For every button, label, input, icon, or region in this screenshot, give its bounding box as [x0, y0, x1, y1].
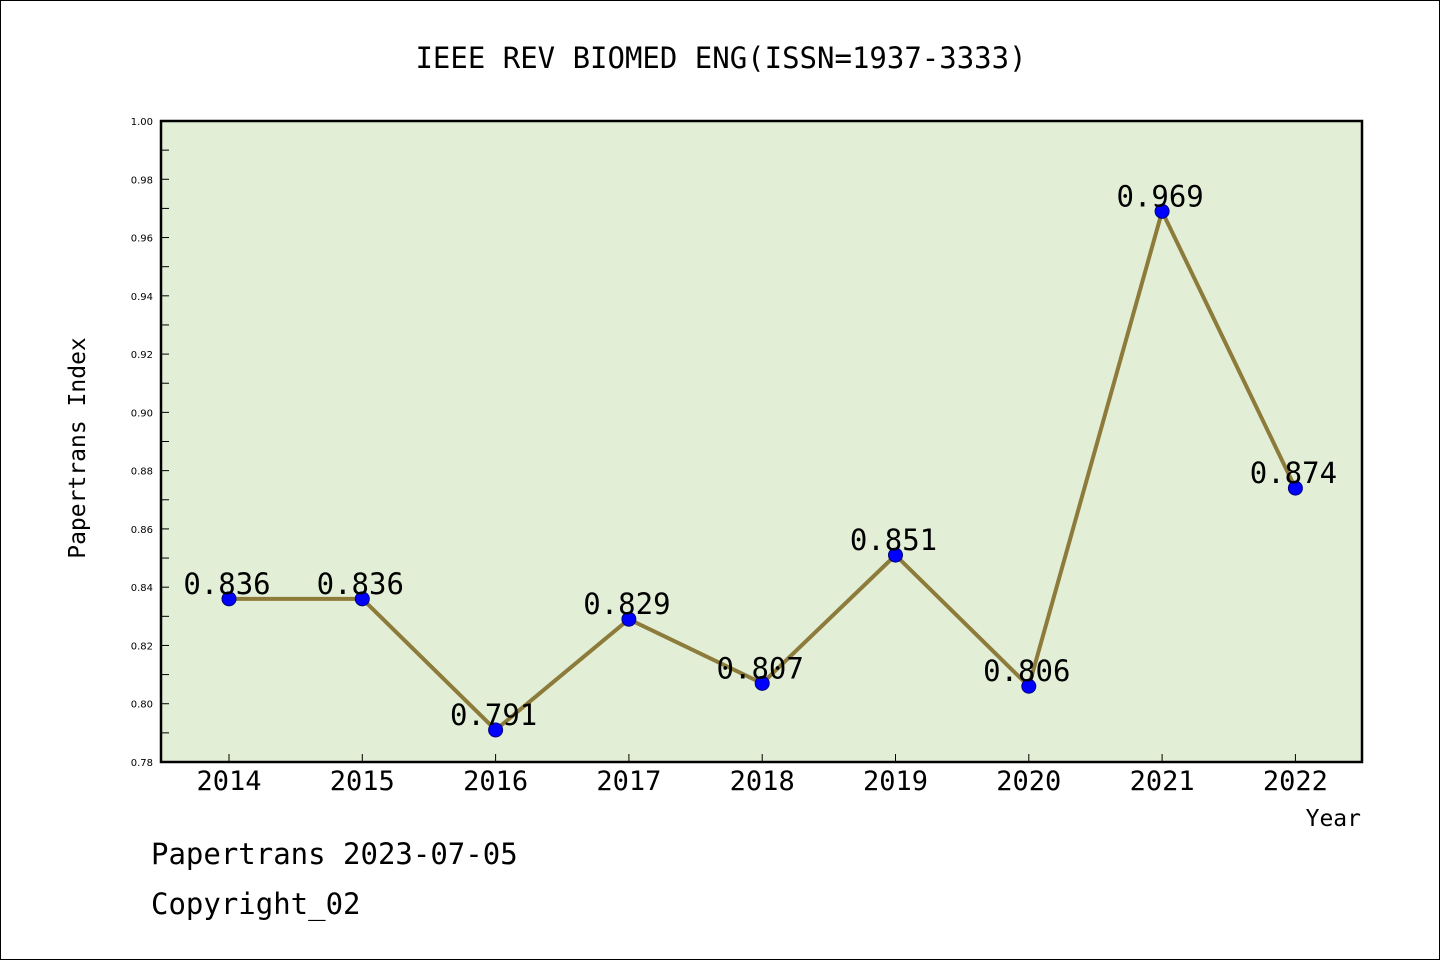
- footer-date-text: Papertrans 2023-07-05: [151, 837, 518, 871]
- x-tick-label: 2016: [463, 766, 528, 797]
- data-points: [221, 203, 1303, 738]
- y-tick-label: 0.82: [131, 641, 153, 652]
- data-point-marker: [1021, 678, 1037, 694]
- data-point-marker: [1154, 203, 1170, 219]
- footer-copyright-text: Copyright_02: [151, 887, 361, 921]
- x-tick-label: 2021: [1130, 766, 1195, 797]
- x-tick-label: 2020: [996, 766, 1061, 797]
- y-tick-label: 0.92: [131, 350, 153, 361]
- data-label: 0.851: [850, 523, 937, 557]
- data-label: 0.791: [450, 698, 537, 732]
- y-tick-label: 0.94: [131, 292, 153, 303]
- x-axis-label: Year: [1306, 806, 1361, 832]
- y-tick-label: 0.88: [131, 467, 153, 478]
- data-label: 0.806: [983, 654, 1070, 688]
- data-label: 0.829: [583, 587, 670, 621]
- x-tick-label: 2018: [730, 766, 795, 797]
- data-point-marker: [888, 547, 903, 563]
- y-tick-label: 0.80: [131, 700, 153, 711]
- x-tick-label: 2022: [1263, 766, 1328, 797]
- y-tick-label: 0.78: [131, 758, 153, 769]
- x-tick-label: 2019: [863, 766, 928, 797]
- data-point-marker: [621, 611, 637, 627]
- data-point-marker: [488, 722, 504, 738]
- y-axis-label: Papertrans Index: [65, 337, 91, 559]
- data-point-marker: [1287, 480, 1303, 496]
- data-label: 0.807: [717, 651, 804, 685]
- data-label: 0.836: [183, 567, 270, 601]
- chart-title: IEEE REV BIOMED ENG(ISSN=1937-3333): [415, 41, 1026, 75]
- y-tick-label: 0.90: [131, 408, 153, 419]
- data-point-marker: [221, 591, 237, 607]
- y-tick-label: 0.84: [131, 583, 153, 594]
- data-label: 0.969: [1116, 179, 1203, 213]
- data-point-marker: [354, 591, 370, 607]
- data-point-marker: [754, 675, 770, 691]
- y-tick-label: 1.00: [131, 117, 153, 128]
- x-tick-label: 2017: [596, 766, 661, 797]
- axis-ticks: 0.78 0.80 0.82 0.84 0.86 0.88 0.90 0.92 0.94 0.96…: [131, 117, 1328, 797]
- plot-area: [159, 119, 1364, 764]
- y-tick-label: 0.98: [131, 175, 153, 186]
- y-tick-label: 0.86: [131, 525, 153, 536]
- data-label: 0.874: [1250, 456, 1337, 490]
- data-labels: 0.836 0.836 0.791 0.829 0.807 0.851 0.806 0.969…: [183, 179, 1337, 732]
- x-tick-label: 2014: [196, 766, 261, 797]
- y-tick-label: 0.96: [131, 234, 153, 245]
- data-label: 0.836: [317, 567, 404, 601]
- x-tick-label: 2015: [330, 766, 395, 797]
